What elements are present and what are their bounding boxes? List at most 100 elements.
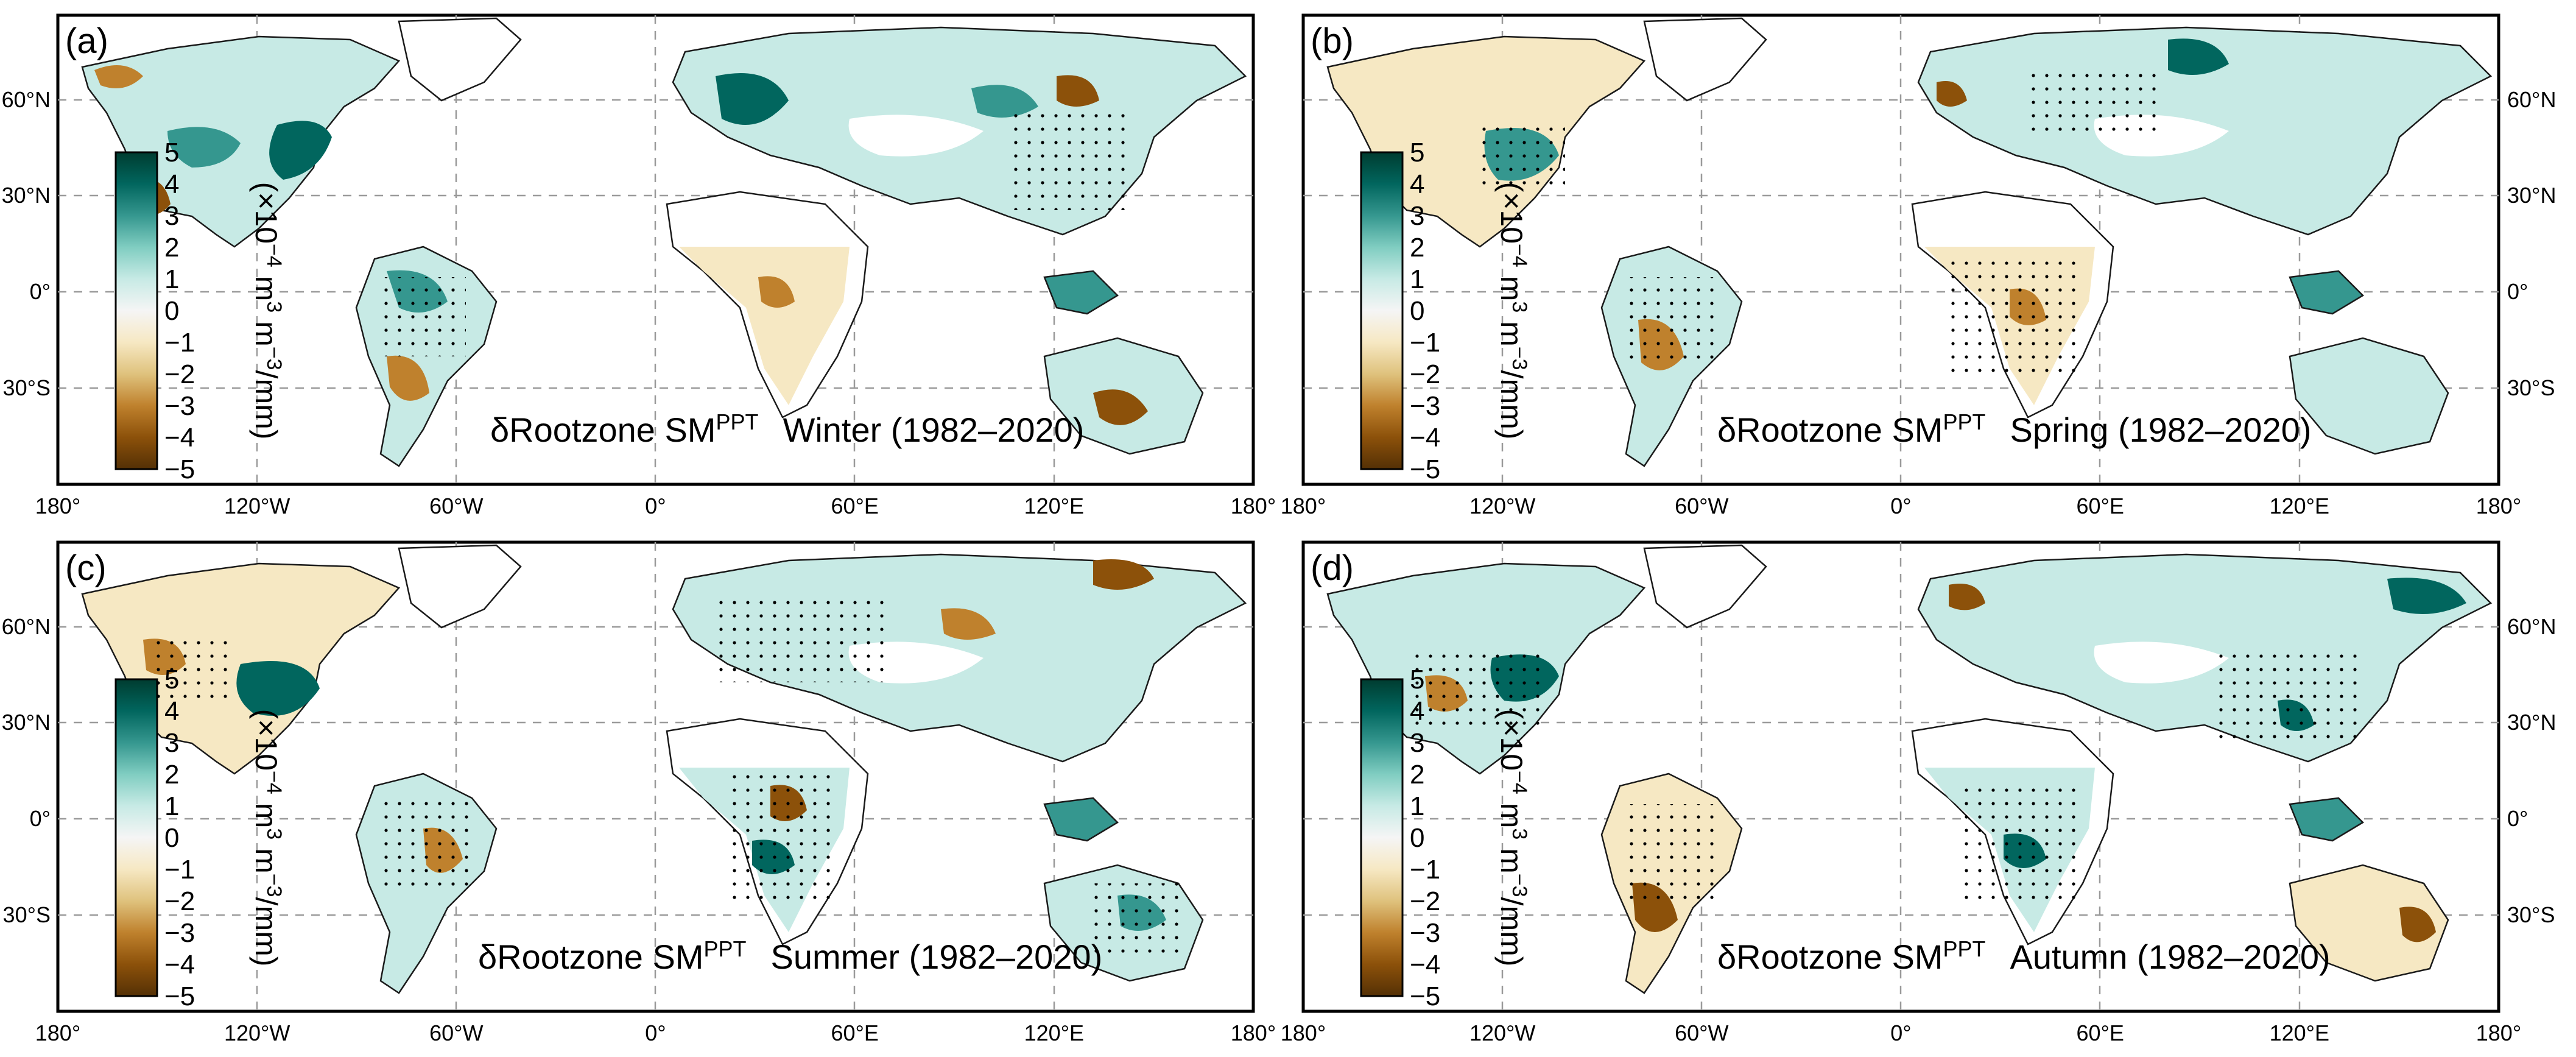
colorbar — [1360, 151, 1404, 470]
lon-tick-label: 120°E — [1024, 493, 1084, 518]
lat-tick-label: 30°S — [2507, 375, 2555, 400]
colorbar-tick-label: −2 — [1410, 886, 1440, 916]
greenland — [398, 17, 522, 102]
greenland — [398, 544, 522, 629]
lon-tick-label: 120°E — [2270, 493, 2329, 518]
colorbar-tick-label: −1 — [164, 328, 195, 358]
colorbar-tick-label: −3 — [1410, 391, 1440, 421]
africa-dry — [758, 276, 795, 308]
aus-dry — [1093, 389, 1148, 425]
colorbar-tick-label: −4 — [164, 950, 195, 980]
europe-wet — [716, 73, 789, 125]
lat-tick-label: 30°S — [3, 902, 51, 927]
greenland — [1643, 544, 1767, 629]
sa-stipple — [1620, 804, 1717, 908]
colorbar — [1360, 678, 1404, 997]
panel-a: (a) δRootzone SMPPT Winter (1982–2020) — [56, 13, 1255, 486]
colorbar-tick-label: 0 — [1410, 823, 1424, 853]
colorbar-unit-label: (×10−4 m3 m−3/mm) — [249, 709, 286, 967]
lon-tick-label: 120°E — [1024, 1020, 1084, 1045]
colorbar-tick-label: −2 — [164, 359, 195, 389]
colorbar-tick-label: 3 — [1410, 201, 1424, 231]
map-title: δRootzone SMPPT Winter (1982–2020) — [490, 409, 1084, 450]
se-asia-islands — [1043, 270, 1119, 315]
colorbar-tick-label: −2 — [164, 886, 195, 916]
lat-tick-label: 30°N — [2507, 183, 2556, 208]
lat-tick-label: 30°N — [2, 710, 51, 735]
sa-dry — [387, 355, 429, 401]
siberia-wet — [2168, 38, 2229, 75]
lat-tick-label: 60°N — [2507, 614, 2556, 639]
africa-stipple — [1961, 786, 2083, 908]
sa-stipple — [375, 798, 478, 896]
lat-tick-label: 0° — [2507, 279, 2528, 304]
lon-tick-label: 60°W — [429, 493, 483, 518]
colorbar-tick-label: 1 — [1410, 264, 1424, 294]
map-title: δRootzone SMPPT Autumn (1982–2020) — [1717, 936, 2331, 977]
aus-dry — [2399, 907, 2436, 942]
lon-tick-label: 120°W — [224, 493, 290, 518]
central-asia-blank — [2094, 642, 2229, 684]
panel-c: (c) δRootzone SMPPT Summer (1982–2020) — [56, 540, 1255, 1013]
australia — [2289, 864, 2449, 982]
lon-tick-label: 60°W — [1675, 493, 1728, 518]
map-title: δRootzone SMPPT Spring (1982–2020) — [1717, 409, 2312, 450]
lat-tick-label: 30°N — [2507, 710, 2556, 735]
siberia-wet — [2387, 578, 2466, 614]
asia-stipple — [2217, 652, 2363, 743]
colorbar-tick-label: −1 — [1410, 328, 1440, 358]
se-asia-islands — [1043, 797, 1119, 842]
africa-colored — [679, 247, 850, 405]
colorbar-unit-label: (×10−4 m3 m−3/mm) — [1494, 709, 1531, 967]
na-stipple — [1413, 646, 1547, 731]
colorbar-tick-label: 4 — [1410, 169, 1424, 199]
asia-wet — [971, 85, 1038, 118]
asia-stipple — [716, 591, 886, 682]
colorbar-unit-label: (×10−4 m3 m−3/mm) — [1494, 182, 1531, 440]
lon-tick-label: 60°W — [429, 1020, 483, 1045]
asia-stipple — [1008, 113, 1130, 210]
lon-tick-label: 60°W — [1675, 1020, 1728, 1045]
colorbar-tick-label: 5 — [1410, 665, 1424, 695]
lat-tick-label: 60°N — [2, 614, 51, 639]
colorbar-tick-label: 4 — [164, 696, 179, 726]
colorbar-tick-label: −2 — [1410, 359, 1440, 389]
lon-tick-label: 0° — [645, 493, 666, 518]
panel-label: (a) — [65, 21, 108, 61]
lon-tick-label: 180° — [2476, 1020, 2521, 1045]
lon-tick-label: 0° — [1890, 1020, 1911, 1045]
colorbar-tick-label: −5 — [1410, 454, 1440, 484]
colorbar-tick-label: 1 — [164, 791, 179, 821]
panel-d: (d) δRootzone SMPPT Autumn (1982–2020) — [1301, 540, 2500, 1013]
lat-tick-label: 0° — [2507, 806, 2528, 831]
colorbar-tick-label: 5 — [164, 665, 179, 695]
colorbar-tick-label: 2 — [1410, 760, 1424, 790]
lat-tick-label: 0° — [30, 806, 51, 831]
colorbar-tick-label: −4 — [1410, 423, 1440, 453]
africa-stipple — [1949, 253, 2083, 375]
lon-tick-label: 180° — [1231, 1020, 1276, 1045]
colorbar-tick-label: 0 — [164, 296, 179, 326]
lon-tick-label: 60°E — [2076, 1020, 2124, 1045]
lon-tick-label: 180° — [35, 1020, 80, 1045]
colorbar-tick-label: −1 — [1410, 855, 1440, 885]
colorbar-tick-label: 3 — [164, 201, 179, 231]
lon-tick-label: 180° — [1231, 493, 1276, 518]
se-asia-islands — [2289, 270, 2365, 315]
se-asia-islands — [2289, 797, 2365, 842]
europe-dry — [1949, 584, 1985, 610]
lon-tick-label: 120°W — [224, 1020, 290, 1045]
na-stipple — [1474, 125, 1565, 192]
na-stipple — [149, 634, 228, 701]
colorbar-tick-label: 2 — [164, 760, 179, 790]
colorbar-tick-label: 5 — [164, 138, 179, 168]
axis-ticks: 180° 120°W 60°W 0° 60°E 120°E 180°60°N30°N0°30… — [2, 87, 2557, 1045]
colorbar-tick-label: −4 — [1410, 950, 1440, 980]
lon-tick-label: 120°W — [1469, 493, 1535, 518]
colorbar — [114, 151, 158, 470]
panel-label: (b) — [1311, 21, 1354, 61]
lon-tick-label: 0° — [1890, 493, 1911, 518]
asia-stipple — [2022, 64, 2156, 137]
colorbar-tick-label: 5 — [1410, 138, 1424, 168]
